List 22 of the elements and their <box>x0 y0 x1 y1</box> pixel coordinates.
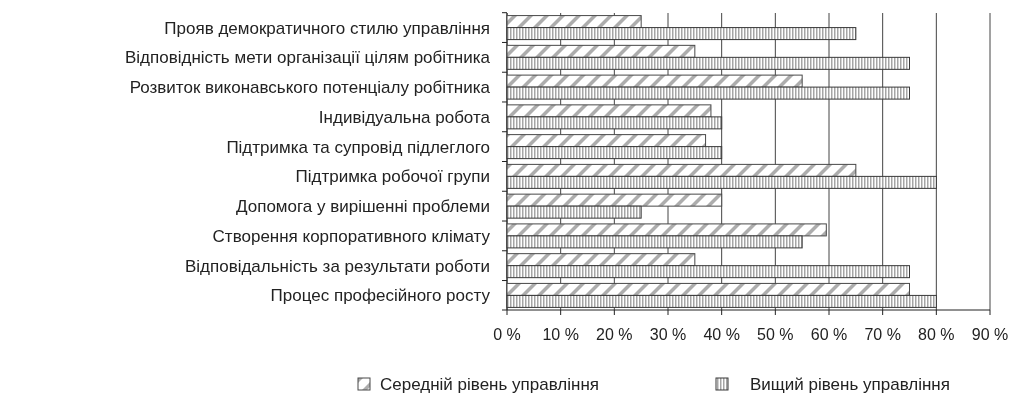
y-tick-label: Відповідність мети організації цілям робітника <box>124 48 491 68</box>
y-tick-label: Процес професійного росту <box>270 286 491 306</box>
y-tick-label: Індивідуальна робота <box>318 107 491 127</box>
y-tick-label: Підтримка та супровід підлеглого <box>226 137 490 157</box>
y-tick-label: Створення корпоративного клімату <box>212 226 491 246</box>
x-tick-label: 40 % <box>703 326 740 343</box>
y-tick-label: Прояв демократичного стилю управління <box>164 18 490 38</box>
legend-label: Середній рівень управління <box>380 375 599 394</box>
x-tick-label: 90 % <box>971 326 1009 343</box>
x-tick-label: 20 % <box>596 326 633 343</box>
x-tick-label: 10 % <box>542 326 579 343</box>
x-tick-label: 60 % <box>810 326 848 343</box>
y-tick-label: Розвиток виконавського потенціалу робітника <box>129 78 491 98</box>
x-tick-label: 50 % <box>757 326 794 343</box>
y-tick-label: Підтримка робочої групи <box>295 167 490 187</box>
y-tick-label: Допомога у вирішенні проблеми <box>236 197 490 217</box>
x-tick-label: 30 % <box>649 326 687 343</box>
x-tick-label: 70 % <box>864 326 901 343</box>
y-tick-label: Відповідальність за результати роботи <box>184 256 490 276</box>
x-tick-label: 0 % <box>493 326 521 343</box>
legend-label: Вищий рівень управління <box>750 375 950 394</box>
x-tick-label: 80 % <box>918 326 955 343</box>
